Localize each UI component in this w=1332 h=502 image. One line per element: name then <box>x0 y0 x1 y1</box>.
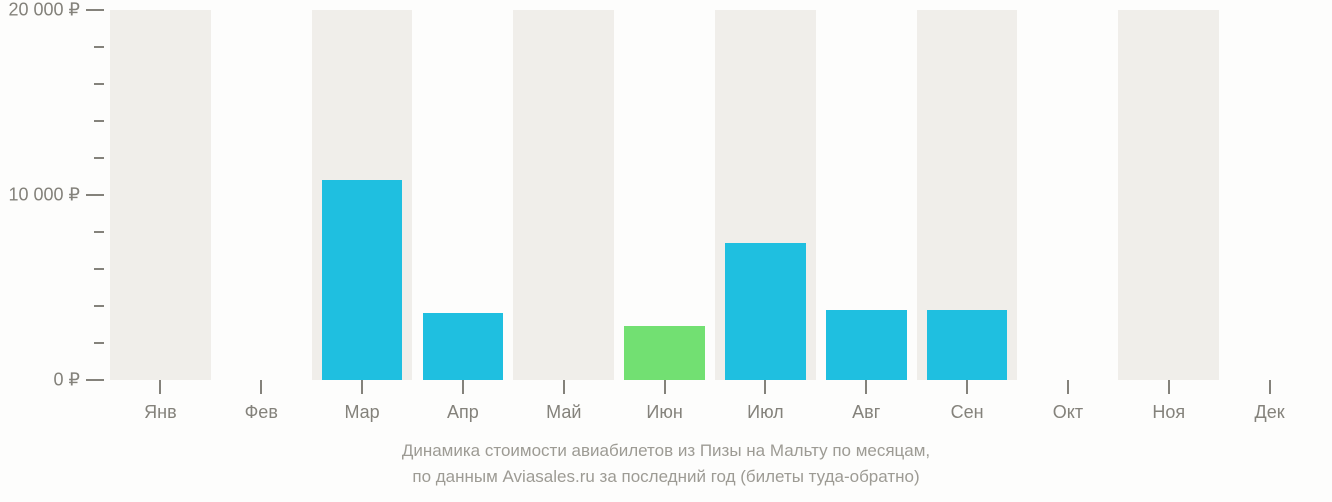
y-axis-label: 10 000 ₽ <box>8 185 80 206</box>
x-tick <box>462 380 464 394</box>
bar-slot <box>614 10 715 380</box>
y-tick-minor <box>94 120 104 122</box>
bar-slot <box>816 10 917 380</box>
x-tick <box>1269 380 1271 394</box>
x-axis-label: Окт <box>1053 402 1083 423</box>
y-tick-minor <box>94 157 104 159</box>
caption-line-2: по данным Aviasales.ru за последний год … <box>0 464 1332 490</box>
x-tick <box>159 380 161 394</box>
bar-slot <box>1118 10 1219 380</box>
bar-slot <box>715 10 816 380</box>
y-tick-major <box>86 9 104 11</box>
bar-slot <box>211 10 312 380</box>
bar <box>826 310 907 380</box>
y-axis-label: 0 ₽ <box>54 370 80 391</box>
bar <box>725 243 806 380</box>
x-axis-label: Дек <box>1255 402 1285 423</box>
x-axis-label: Май <box>546 402 581 423</box>
bar <box>624 326 705 380</box>
y-tick-minor <box>94 305 104 307</box>
x-tick <box>563 380 565 394</box>
x-axis-label: Апр <box>447 402 479 423</box>
bar <box>423 313 504 380</box>
y-tick-minor <box>94 46 104 48</box>
y-tick-minor <box>94 342 104 344</box>
y-tick-minor <box>94 268 104 270</box>
x-tick <box>361 380 363 394</box>
x-axis-label: Июл <box>747 402 784 423</box>
bar <box>322 180 403 380</box>
price-bar-chart: 0 ₽10 000 ₽20 000 ₽ ЯнвФевМарАпрМайИюнИю… <box>0 0 1332 502</box>
y-axis-label: 20 000 ₽ <box>8 0 80 21</box>
x-tick <box>865 380 867 394</box>
bar-slot <box>312 10 413 380</box>
bar <box>927 310 1008 380</box>
x-axis-label: Янв <box>144 402 177 423</box>
x-tick <box>1168 380 1170 394</box>
x-axis-label: Авг <box>852 402 880 423</box>
y-tick-major <box>86 194 104 196</box>
y-axis: 0 ₽10 000 ₽20 000 ₽ <box>0 10 110 380</box>
bar-slot <box>917 10 1018 380</box>
bar-slot <box>1219 10 1320 380</box>
bar-slot <box>513 10 614 380</box>
x-axis: Янв Фев Мар Апр Май Июн Июл Авг Сен Окт Ноя Дек <box>110 380 1320 430</box>
x-tick <box>1067 380 1069 394</box>
bar-slot <box>413 10 514 380</box>
x-axis-label: Мар <box>344 402 379 423</box>
chart-caption: Динамика стоимости авиабилетов из Пизы н… <box>0 438 1332 489</box>
plot-area <box>110 10 1320 380</box>
y-tick-minor <box>94 231 104 233</box>
x-tick <box>664 380 666 394</box>
x-tick <box>260 380 262 394</box>
x-axis-label: Фев <box>245 402 278 423</box>
bar-slot <box>110 10 211 380</box>
x-axis-label: Сен <box>951 402 984 423</box>
y-tick-minor <box>94 83 104 85</box>
x-tick <box>966 380 968 394</box>
x-tick <box>764 380 766 394</box>
caption-line-1: Динамика стоимости авиабилетов из Пизы н… <box>0 438 1332 464</box>
x-axis-label: Июн <box>646 402 682 423</box>
x-axis-label: Ноя <box>1152 402 1185 423</box>
bar-slot <box>1018 10 1119 380</box>
y-tick-major <box>86 379 104 381</box>
